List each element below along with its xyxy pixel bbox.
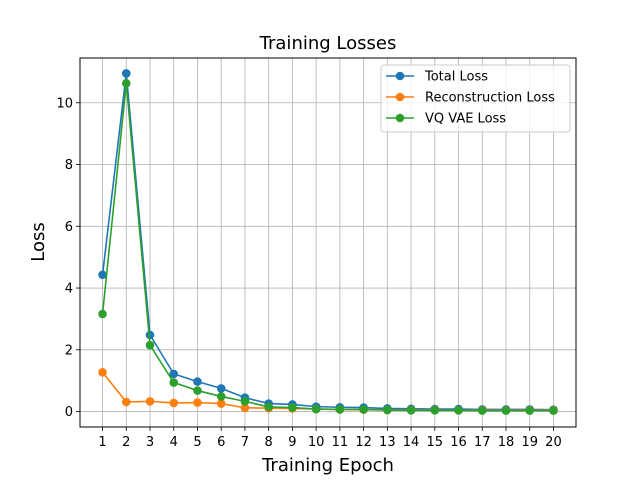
legend-marker [395,71,405,81]
data-point [193,386,202,395]
data-point [501,406,511,415]
data-point [169,378,179,387]
data-point [98,270,107,280]
data-point [264,402,273,412]
data-point [193,398,202,407]
x-tick-label: 15 [427,435,444,450]
x-axis-title: Training Epoch [261,455,394,476]
data-point [406,406,416,415]
x-tick-label: 19 [521,435,538,450]
data-point [193,377,202,386]
data-point [335,405,345,414]
legend-label: Total Loss [424,70,488,85]
data-point [98,309,107,319]
data-point [216,399,226,408]
data-point [549,406,558,415]
legend-box [380,64,571,133]
x-tick-label: 16 [450,435,467,450]
data-point [145,330,155,340]
data-point [145,340,155,350]
x-tick-label: 8 [265,435,273,450]
x-tick-label: 9 [288,435,296,450]
data-point [121,79,131,88]
legend: Total Loss Reconstruction Loss VQ VAE Loss [380,64,571,133]
y-tick-label: 4 [65,282,73,297]
y-tick-label: 0 [65,405,73,420]
x-tick-label: 5 [193,435,201,450]
data-point [98,368,107,377]
y-tick-label: 8 [65,158,73,173]
x-tick-label: 2 [122,435,130,450]
data-point [169,369,179,379]
data-point [145,397,155,406]
x-tick-label: 18 [498,435,515,450]
x-tick-label: 7 [241,435,249,450]
x-tick-label: 6 [217,435,225,450]
chart-title: Training Losses [259,33,397,54]
data-point [454,406,463,415]
data-point [383,405,392,415]
x-tick-label: 14 [403,435,420,450]
x-tick-label: 4 [170,435,178,450]
legend-marker [395,92,405,102]
data-point [240,403,250,413]
y-tick-label: 2 [65,343,73,358]
data-point [477,406,487,415]
y-tick-label: 6 [65,220,73,235]
data-point [525,406,535,415]
x-tick-label: 3 [146,435,154,450]
y-tick-label: 10 [56,96,73,111]
x-tick-label: 12 [355,435,372,450]
x-tick-label: 13 [379,435,396,450]
y-axis-title: Loss [28,222,49,261]
legend-label: VQ VAE Loss [425,112,506,127]
data-point [121,397,131,407]
plot-frame [79,57,577,428]
data-point [430,406,440,415]
data-point [240,397,250,406]
x-tick-label: 11 [332,435,349,450]
x-tick-label: 17 [474,435,491,450]
data-point [216,384,226,393]
data-point [311,404,321,414]
x-tick-label: 1 [98,435,106,450]
legend-marker [395,113,405,123]
data-point [359,405,368,414]
data-point [121,69,131,78]
series-layer [98,69,558,415]
legend-label: Reconstruction Loss [425,91,555,106]
data-point [288,403,297,412]
data-point [216,392,226,401]
data-point [169,398,179,408]
x-tick-label: 10 [308,435,325,450]
x-tick-label: 20 [545,435,562,450]
